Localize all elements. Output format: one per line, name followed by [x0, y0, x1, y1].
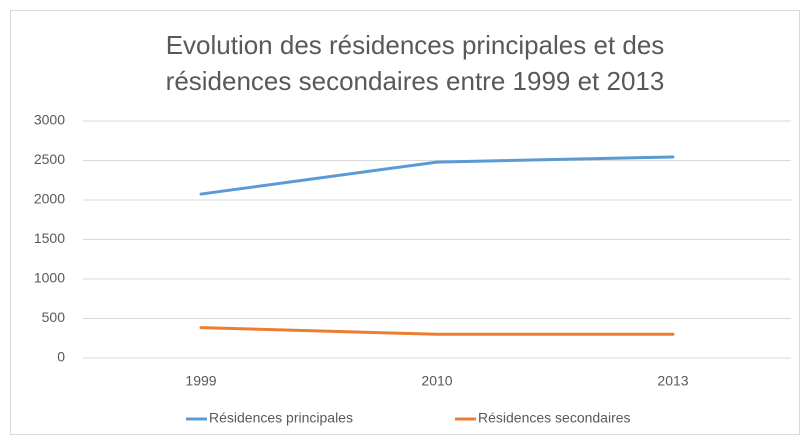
y-tick-label: 1500: [34, 230, 65, 246]
y-tick-label: 2500: [34, 151, 65, 167]
legend-label: Résidences secondaires: [478, 410, 631, 426]
y-tick-label: 2000: [34, 191, 65, 207]
chart-title: Evolution des résidences principales et …: [166, 30, 665, 60]
chart-title: résidences secondaires entre 1999 et 201…: [166, 66, 665, 96]
y-tick-label: 1000: [34, 270, 65, 286]
x-tick-label: 2010: [421, 373, 452, 389]
y-tick-label: 3000: [34, 112, 65, 128]
y-tick-label: 500: [42, 309, 66, 325]
line-series: [199, 326, 675, 336]
y-tick-label: 0: [57, 349, 65, 365]
x-tick-label: 1999: [185, 373, 216, 389]
legend-label: Résidences principales: [209, 410, 353, 426]
chart-border: [10, 10, 800, 435]
x-tick-label: 2013: [657, 373, 688, 389]
line-series: [199, 155, 675, 196]
